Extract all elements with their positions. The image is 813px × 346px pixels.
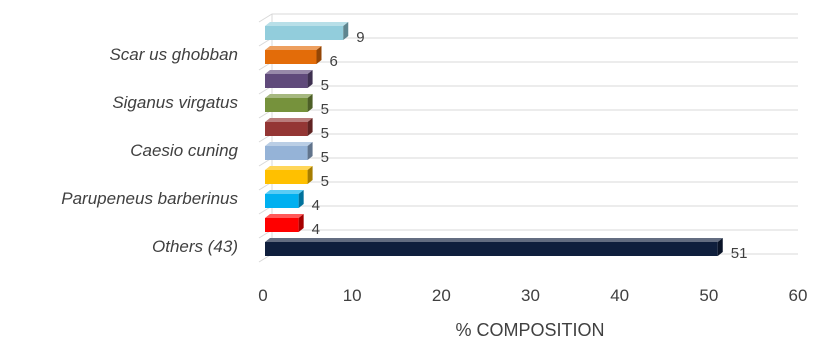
- x-tick-label: 30: [521, 286, 540, 305]
- bar-top-face: [265, 46, 322, 50]
- bar: [265, 142, 313, 160]
- bar-side-face: [298, 190, 304, 208]
- bar-side-face: [343, 22, 349, 40]
- bar: [265, 46, 322, 64]
- bar: [265, 238, 723, 256]
- bar-top-face: [265, 142, 313, 146]
- bar-top-face: [265, 70, 313, 74]
- category-label: Siganus virgatus: [112, 93, 238, 112]
- data-label: 5: [321, 125, 329, 142]
- labels: 0 10 20 30 40 50 60 9 6 Scar us ghobban 5 5 Siganus …: [61, 29, 807, 305]
- data-label: 5: [321, 173, 329, 190]
- gridlines: [258, 13, 798, 263]
- category-label: Others (43): [152, 237, 238, 256]
- grid-line-horizontal: [258, 157, 798, 167]
- bar-side-face: [298, 214, 304, 232]
- bars: [265, 22, 723, 256]
- bar-front-face: [265, 26, 344, 40]
- bar-top-face: [265, 190, 304, 194]
- bar-top-face: [265, 94, 313, 98]
- bar-side-face: [316, 46, 322, 64]
- bar-side-face: [307, 166, 313, 184]
- bar-front-face: [265, 242, 718, 256]
- x-tick-label: 10: [343, 286, 362, 305]
- bar-top-face: [265, 118, 313, 122]
- category-label: Parupeneus barberinus: [61, 189, 238, 208]
- category-label: Scar us ghobban: [109, 45, 238, 64]
- category-label: Caesio cuning: [130, 141, 238, 160]
- grid-line-horizontal: [258, 229, 798, 239]
- bar: [265, 22, 349, 40]
- bar: [265, 94, 313, 112]
- grid-line-horizontal: [258, 109, 798, 119]
- data-label: 51: [731, 245, 748, 262]
- x-tick-label: 20: [432, 286, 451, 305]
- bar-side-face: [307, 94, 313, 112]
- data-label: 4: [312, 221, 320, 238]
- bar: [265, 190, 304, 208]
- data-label: 9: [356, 29, 364, 46]
- bar-front-face: [265, 50, 317, 64]
- bar-top-face: [265, 22, 349, 26]
- grid-line-horizontal: [258, 13, 798, 23]
- grid-line-horizontal: [258, 85, 798, 95]
- bar-side-face: [307, 142, 313, 160]
- bar: [265, 70, 313, 88]
- bar-top-face: [265, 166, 313, 170]
- data-label: 6: [330, 53, 338, 70]
- data-label: 5: [321, 77, 329, 94]
- grid-line-horizontal: [258, 205, 798, 215]
- bar-front-face: [265, 98, 308, 112]
- bar-side-face: [307, 118, 313, 136]
- bar-front-face: [265, 122, 308, 136]
- grid-line-horizontal: [258, 133, 798, 143]
- bar: [265, 166, 313, 184]
- x-axis-title: % COMPOSITION: [455, 320, 604, 340]
- bar: [265, 214, 304, 232]
- grid-line-horizontal: [258, 61, 798, 71]
- grid-line-horizontal: [258, 181, 798, 191]
- bar-top-face: [265, 214, 304, 218]
- data-label: 5: [321, 149, 329, 166]
- bar-front-face: [265, 146, 308, 160]
- bar-front-face: [265, 194, 299, 208]
- x-tick-label: 40: [610, 286, 629, 305]
- bar-front-face: [265, 218, 299, 232]
- x-tick-label: 0: [258, 286, 267, 305]
- bar-front-face: [265, 74, 308, 88]
- data-label: 5: [321, 101, 329, 118]
- x-tick-label: 50: [699, 286, 718, 305]
- x-tick-label: 60: [789, 286, 808, 305]
- bar-top-face: [265, 238, 723, 242]
- bar-front-face: [265, 170, 308, 184]
- bar: [265, 118, 313, 136]
- bar-side-face: [307, 70, 313, 88]
- bar-side-face: [717, 238, 723, 256]
- data-label: 4: [312, 197, 320, 214]
